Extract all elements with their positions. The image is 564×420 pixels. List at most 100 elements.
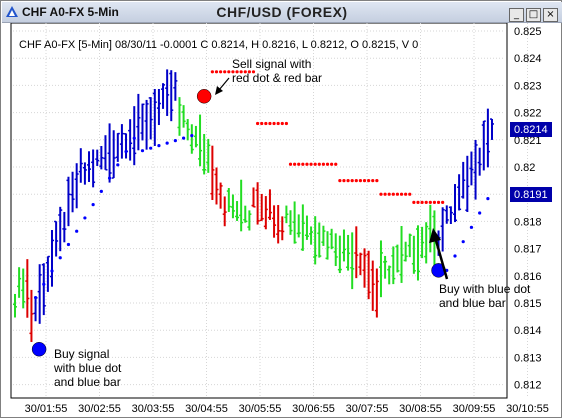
sell-stop-dot <box>297 162 301 166</box>
sell-stop-dot <box>350 179 354 183</box>
sell-stop-dot <box>404 192 408 196</box>
sell-stop-dot <box>313 162 317 166</box>
sell-stop-dot <box>362 179 367 183</box>
sell-stop-dot <box>428 200 432 204</box>
sell-stop-dot <box>264 121 268 126</box>
signal-dots <box>31 70 490 357</box>
maximize-button[interactable]: □ <box>526 8 541 22</box>
sell-stop-dot <box>247 70 251 74</box>
sell-stop-dot <box>210 70 214 74</box>
window-title-text: CHF A0-FX 5-Min <box>22 5 119 19</box>
stop-price-tag: 0.8191 <box>510 187 552 202</box>
sell-signal-dot <box>196 89 212 104</box>
sell-stop-dot <box>305 162 309 166</box>
buy-stop-dot <box>83 216 87 220</box>
sell-stop-dot <box>214 70 219 74</box>
buy-stop-dot <box>469 225 474 229</box>
sell-stop-dot <box>441 200 445 204</box>
sell-stop-dot <box>399 192 404 196</box>
buy-left-note-line-1: Buy signal <box>54 347 109 361</box>
y-tick-label: 0.813 <box>514 352 542 364</box>
buy-stop-dot <box>107 176 112 180</box>
buy-stop-dot <box>99 189 103 193</box>
sell-stop-dot <box>301 162 305 166</box>
sell-stop-dot <box>276 121 280 126</box>
buy-right-note-line-2: and blue bar <box>439 296 506 310</box>
quote-header: CHF A0-FX [5-Min] 08/30/11 -0.0001 C 0.8… <box>19 39 418 51</box>
y-axis-labels: 0.8250.8240.8230.8220.8210.820.8190.8180… <box>514 26 542 392</box>
buy-stop-dot <box>58 256 62 260</box>
sell-stop-dot <box>408 192 412 196</box>
sell-stop-dot <box>420 200 424 204</box>
buy-left-annotation: Buy signal with blue dot and blue bar <box>53 347 122 389</box>
x-tick-label: 30/07:55 <box>346 403 389 415</box>
buy-stop-dot <box>461 240 465 244</box>
window-title: CHF A0-FX 5-Min <box>6 5 119 19</box>
sell-stop-dot <box>412 200 416 204</box>
x-tick-label: 30/09:55 <box>453 403 496 415</box>
sell-stop-dot <box>387 192 391 196</box>
price-chart[interactable]: 0.8250.8240.8230.8220.8210.820.8190.8180… <box>1 23 563 419</box>
buy-stop-dot <box>33 295 38 300</box>
price-bars <box>13 69 494 342</box>
window-controls: _ □ × <box>507 4 558 22</box>
y-tick-label: 0.818 <box>514 216 542 228</box>
x-tick-label: 30/02:55 <box>78 403 121 415</box>
sell-stop-dot <box>424 200 428 204</box>
y-tick-label: 0.816 <box>514 271 542 283</box>
y-tick-label: 0.824 <box>514 53 542 65</box>
sell-stop-dot <box>284 121 288 126</box>
y-tick-label: 0.823 <box>514 80 542 92</box>
last-price-value: 0.8214 <box>514 124 548 136</box>
sell-stop-dot <box>293 162 297 166</box>
close-button[interactable]: × <box>543 8 558 22</box>
x-tick-label: 30/05:55 <box>239 403 282 415</box>
buy-stop-dot <box>50 269 54 273</box>
buy-stop-dot <box>140 149 145 153</box>
buy-stop-dot <box>91 203 95 207</box>
sell-stop-dot <box>379 192 383 196</box>
last-price-tag: 0.8214 <box>510 122 552 137</box>
sell-stop-dot <box>256 121 260 126</box>
sell-stop-dot <box>219 70 223 74</box>
sell-stop-dot <box>342 179 346 183</box>
stop-price-value: 0.8191 <box>514 189 548 201</box>
buy-stop-dot <box>165 141 169 145</box>
y-tick-label: 0.821 <box>514 135 542 147</box>
sell-stop-dot <box>436 200 441 204</box>
sell-stop-dot <box>223 70 227 74</box>
buy-stop-dot <box>157 144 161 148</box>
sell-stop-dot <box>330 162 334 166</box>
sell-stop-dot <box>317 162 321 166</box>
sell-stop-dot <box>338 179 342 183</box>
x-grid <box>45 23 528 398</box>
y-tick-label: 0.817 <box>514 244 542 256</box>
buy-stop-dot <box>453 254 457 258</box>
buy-stop-dot <box>190 134 194 138</box>
x-tick-label: 30/08:55 <box>399 403 442 415</box>
sell-stop-dot <box>346 179 350 183</box>
x-tick-label: 30/10:55 <box>506 403 549 415</box>
buy-stop-dot <box>66 242 71 247</box>
sell-arrow-icon <box>215 86 223 95</box>
sell-stop-dot <box>321 162 326 166</box>
buy-stop-dot <box>486 197 490 201</box>
buy-signal-dot <box>31 341 47 357</box>
x-tick-label: 30/06:55 <box>292 403 335 415</box>
sell-stop-dot <box>325 162 330 166</box>
sell-stop-dot <box>288 162 293 166</box>
title-bar[interactable]: CHF A0-FX 5-Min CHF/USD (FOREX) _ □ × <box>2 2 562 23</box>
sell-stop-dot <box>239 70 243 74</box>
sell-stop-dot <box>416 200 420 204</box>
buy-right-note-line-1: Buy with blue dot <box>439 282 531 296</box>
sell-stop-dot <box>272 121 276 126</box>
sell-stop-dot <box>354 179 358 183</box>
buy-arrow-icon <box>429 228 441 243</box>
sell-stop-dot <box>251 70 256 74</box>
x-axis-labels: 30/01:55 30/02:55 30/03:55 30/04:55 30/05:55… <box>25 403 549 415</box>
sell-stop-dot <box>260 121 264 126</box>
y-tick-label: 0.814 <box>514 325 542 337</box>
minimize-button[interactable]: _ <box>509 8 524 22</box>
buy-stop-dot <box>181 136 186 140</box>
